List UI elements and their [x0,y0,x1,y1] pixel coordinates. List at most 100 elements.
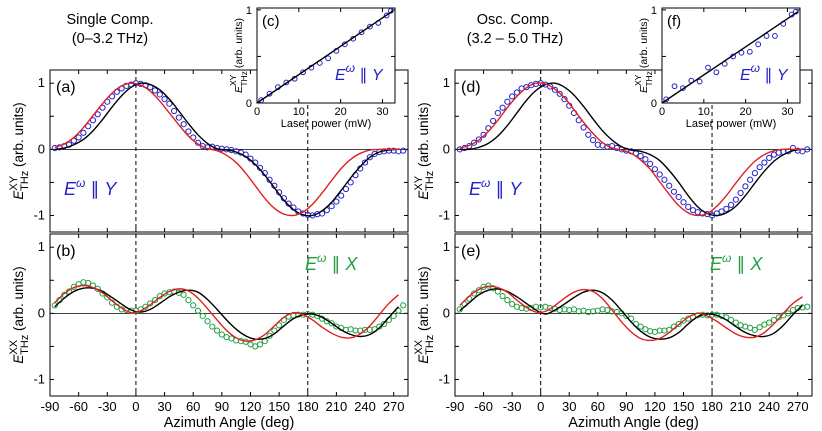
data-point-e [499,293,506,300]
data-point-b [381,320,388,328]
y-label-sub: THz [644,71,654,87]
y-label-sub: THz [19,171,31,191]
polarization-note: Eω ∥ Y [335,61,384,84]
y-tick-label: 1 [38,75,45,90]
data-point-a [185,128,192,135]
data-point-a [333,198,340,205]
data-point-d [751,170,758,177]
data-point-b [376,323,383,330]
data-point-f [792,8,799,15]
note-e: E [64,179,77,199]
panel-title-line: (3.2 – 5.0 THz) [467,31,563,47]
data-point-e [675,320,682,328]
y-label-sub: THz [239,71,249,87]
series-fit-black-d [459,82,803,217]
y-tick-label: 1 [443,239,450,254]
series-fit-red-e [459,285,803,342]
note-omega: ω [346,61,355,75]
data-point-a [75,134,82,141]
y-label-sub: THz [424,171,436,191]
data-point-b [199,312,206,320]
x-tick-label: 210 [730,399,752,414]
data-point-e [623,312,630,320]
data-point-d [561,95,568,103]
data-point-e [756,324,763,331]
x-tick-label: 150 [268,399,290,414]
note-rel: ∥ [326,254,345,274]
data-point-c [300,69,306,76]
data-point-b [328,320,335,327]
note-e: E [710,254,723,274]
x-tick-label: 270 [383,399,405,414]
data-point-d [804,146,811,153]
y-axis-label: EXXTHz (arb. units) [8,266,31,363]
note-rel: ∥ [355,67,372,84]
x-tick-label: 0 [659,106,665,118]
y-tick-label: 0 [443,141,450,156]
y-label-base: E [11,190,26,200]
data-point-e [475,287,482,294]
y-tick-label: -1 [438,371,450,386]
x-tick-label: 20 [740,106,752,118]
panel-title-line: Osc. Comp. [477,12,554,28]
y-label-rest: (arb. units) [638,18,650,71]
x-tick-label: 90 [619,399,633,414]
data-point-b [256,341,264,348]
note-e: E [740,67,751,84]
data-point-d [666,182,673,189]
data-point-d [737,189,744,197]
note-rel: ∥ [490,179,509,199]
y-tick-label: 0 [246,98,252,110]
data-point-b [204,318,211,325]
y-axis-label: EXXTHz (arb. units) [413,266,436,363]
data-point-d [504,98,511,105]
y-axis-label: EXYTHz (arb. units) [413,102,436,199]
data-point-f [746,48,753,55]
data-point-d [509,93,516,100]
panel-tag: (b) [56,243,76,260]
note-rel: ∥ [85,179,104,199]
data-point-e [637,323,644,330]
polarization-note: Eω ∥ Y [64,176,118,199]
data-point-c [367,23,373,30]
note-e: E [335,67,346,84]
data-point-d [680,199,687,206]
x-tick-label: -90 [41,399,60,414]
note-omega: ω [751,61,760,75]
data-point-a [151,87,159,94]
data-point-d [642,156,649,163]
panel-tag: (d) [461,79,481,96]
series-fit-red-b [54,284,399,342]
data-point-b [209,323,216,330]
data-point-d [747,176,754,183]
data-point-d [723,205,730,212]
y-label-sup: XX [413,339,425,354]
panel-e: -90 -60 -30 0 30 60 90 120 150 180 210 240 270-101EX… [413,233,813,431]
data-point-d [580,124,587,131]
x-axis-label: Azimuth Angle (deg) [568,415,699,431]
panel-tag: (f) [667,13,681,30]
x-axis-label: Laser power (mW) [686,118,776,130]
data-point-d [637,152,644,160]
data-point-d [494,109,501,117]
data-point-c [358,29,365,36]
y-axis-label: EXYTHz (arb. units) [633,18,654,93]
data-point-c [325,55,331,62]
y-label-base: E [638,85,650,93]
data-point-e [766,319,773,326]
data-point-b [190,302,197,309]
x-tick-label: 0 [132,399,139,414]
data-point-d [656,171,663,178]
x-tick-label: 60 [591,399,605,414]
data-point-a [361,159,369,166]
data-point-d [589,136,597,144]
series-fit-red-d [459,82,803,217]
data-point-e [509,300,516,308]
data-point-a [94,111,101,118]
x-tick-label: 30 [562,399,576,414]
data-point-e [804,303,811,310]
y-tick-label: 1 [246,5,252,17]
note-e: E [469,179,482,199]
